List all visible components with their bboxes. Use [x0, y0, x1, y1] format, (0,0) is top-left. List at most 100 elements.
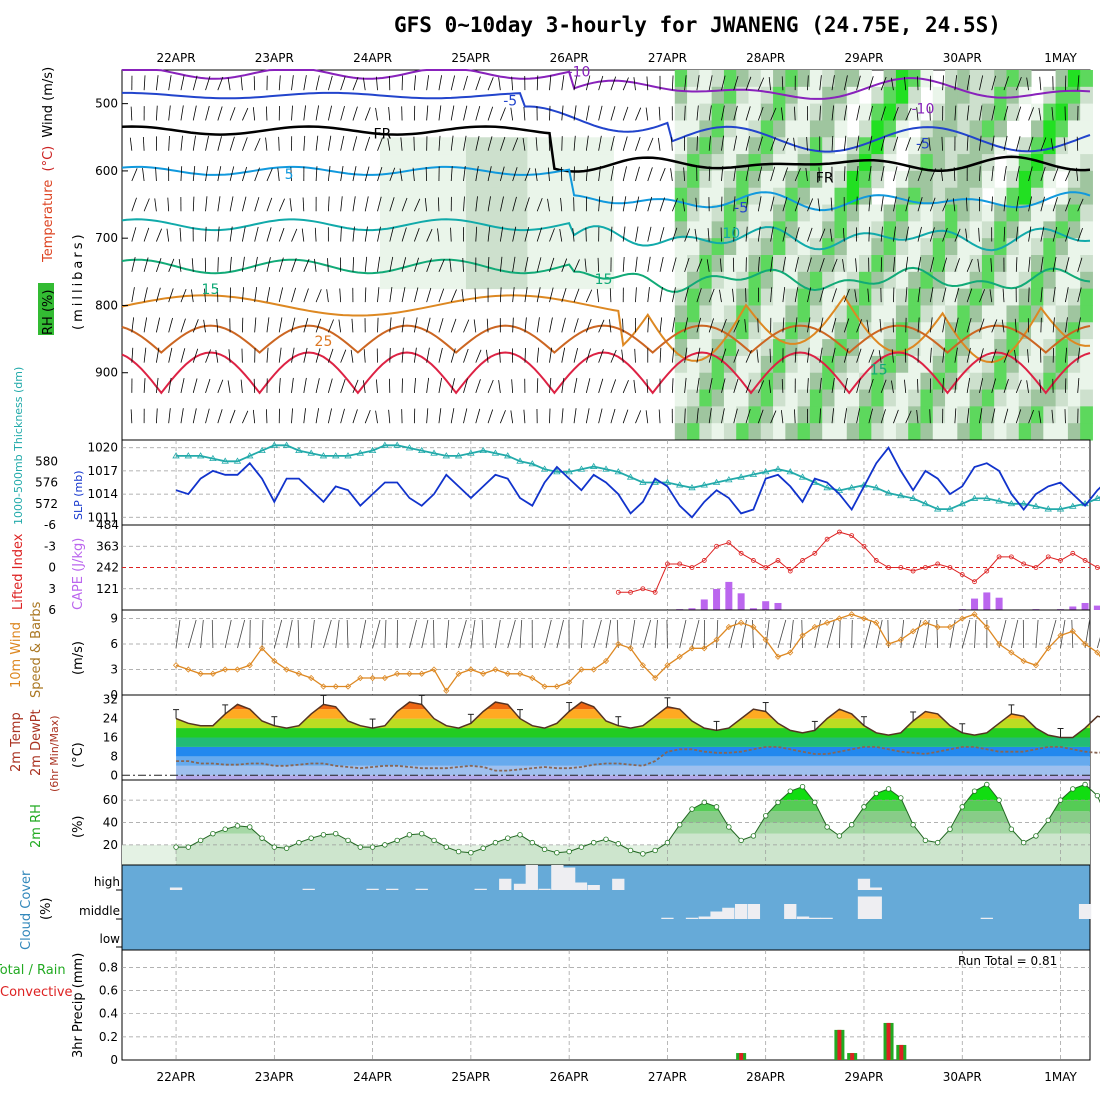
rh-cell — [883, 221, 897, 239]
wind-barb — [805, 168, 808, 182]
wind-barb — [450, 105, 455, 121]
wind-barb — [622, 136, 628, 151]
wind-barb — [645, 107, 649, 121]
rh-cell — [859, 103, 872, 121]
rh-point — [615, 841, 621, 847]
temperature-contour — [122, 69, 1091, 100]
rh-cell — [576, 271, 590, 290]
wind-barb — [708, 105, 712, 121]
wind-barb — [278, 378, 281, 393]
wind-barb — [942, 227, 948, 242]
wind-barb — [175, 619, 181, 649]
wind-barb — [708, 408, 712, 424]
thickness-point — [737, 473, 745, 480]
rh-cell — [1006, 103, 1020, 121]
rh-cell — [760, 86, 774, 105]
wind-barb — [856, 408, 861, 424]
rh-cell — [736, 288, 749, 306]
temp-tick-label: 0 — [110, 768, 118, 782]
wind-barb — [765, 619, 770, 649]
cloud-high-bar — [538, 888, 551, 890]
rh-cell — [945, 355, 958, 374]
rh-cell — [981, 120, 995, 138]
rh-cell — [674, 170, 688, 189]
wind-barb — [328, 319, 334, 333]
wind-speed-point — [529, 674, 536, 682]
wind-barb — [819, 317, 824, 333]
wind-barb — [585, 166, 588, 182]
rh-cell — [871, 406, 885, 424]
rh-cell — [945, 372, 958, 391]
wind-barb — [1077, 287, 1082, 303]
wind-barb — [1028, 409, 1034, 424]
rh-cell — [797, 103, 811, 121]
wind-barb — [780, 107, 784, 121]
wind-barb — [745, 166, 750, 182]
wind-barb — [635, 410, 642, 424]
thickness-point — [1019, 499, 1028, 507]
wind-barb — [524, 226, 530, 242]
rh-cell — [502, 154, 516, 172]
rh-point — [591, 839, 597, 846]
rh-cell — [895, 389, 909, 407]
rh-cell — [502, 204, 516, 222]
rh-cell — [883, 103, 897, 121]
rh-cell — [945, 339, 958, 357]
lifted-index-point — [800, 558, 805, 563]
rh-cell — [723, 355, 737, 374]
rh-cell — [515, 170, 528, 189]
wind-barb — [364, 226, 368, 242]
rh-cell — [871, 305, 885, 323]
rh-cell — [723, 103, 737, 121]
lifted-index-point — [984, 568, 990, 574]
wind-barb — [609, 319, 612, 333]
thickness-point — [442, 452, 451, 459]
wind-barb — [868, 349, 875, 363]
wind-barb — [585, 348, 591, 363]
rh-point — [320, 832, 327, 838]
wind-barb — [891, 77, 894, 91]
rh-cell — [822, 406, 835, 424]
rh-cell — [846, 154, 860, 172]
wind-barb — [315, 378, 320, 393]
wind-barb — [770, 196, 775, 212]
temperature-contour — [121, 351, 1091, 395]
wind-barb — [168, 135, 170, 151]
rh-cell — [1055, 406, 1069, 424]
wind-barb — [942, 75, 945, 91]
wind-barb — [375, 107, 378, 121]
thickness-label: 1000-500mb Thickness (dm) — [12, 367, 25, 525]
rh-cell — [908, 137, 921, 155]
wind-barb — [241, 256, 245, 272]
rh-cell — [822, 305, 835, 323]
wind-barb — [192, 135, 196, 151]
wind-barb — [535, 137, 538, 151]
wind-barb — [291, 287, 296, 303]
wind-barb — [1015, 379, 1022, 394]
wind-speed-point — [1020, 657, 1027, 665]
rh-cell — [785, 238, 799, 256]
rh-cell — [760, 154, 774, 172]
rh-cell — [945, 154, 958, 172]
wind-label: Wind (m/s) — [41, 67, 56, 138]
rh-point — [627, 847, 634, 854]
wind-barb — [1065, 197, 1071, 212]
wind-barb — [352, 379, 359, 394]
rh-cell — [846, 423, 860, 441]
wind-barb — [278, 317, 283, 333]
rh-cell — [785, 70, 799, 88]
wind-speed-point — [848, 611, 855, 618]
rh-cell — [1067, 204, 1081, 222]
wind-barb — [364, 409, 371, 424]
wind-barb — [598, 105, 603, 121]
rh-cell — [945, 389, 958, 407]
wind-barb — [684, 228, 691, 242]
wind-barb — [254, 226, 259, 242]
lifted-index-point — [996, 554, 1002, 560]
wind-speed-point — [824, 619, 831, 626]
rh-cell — [920, 372, 934, 391]
precip-frame — [121, 949, 1091, 1061]
wind-barb — [708, 318, 714, 333]
